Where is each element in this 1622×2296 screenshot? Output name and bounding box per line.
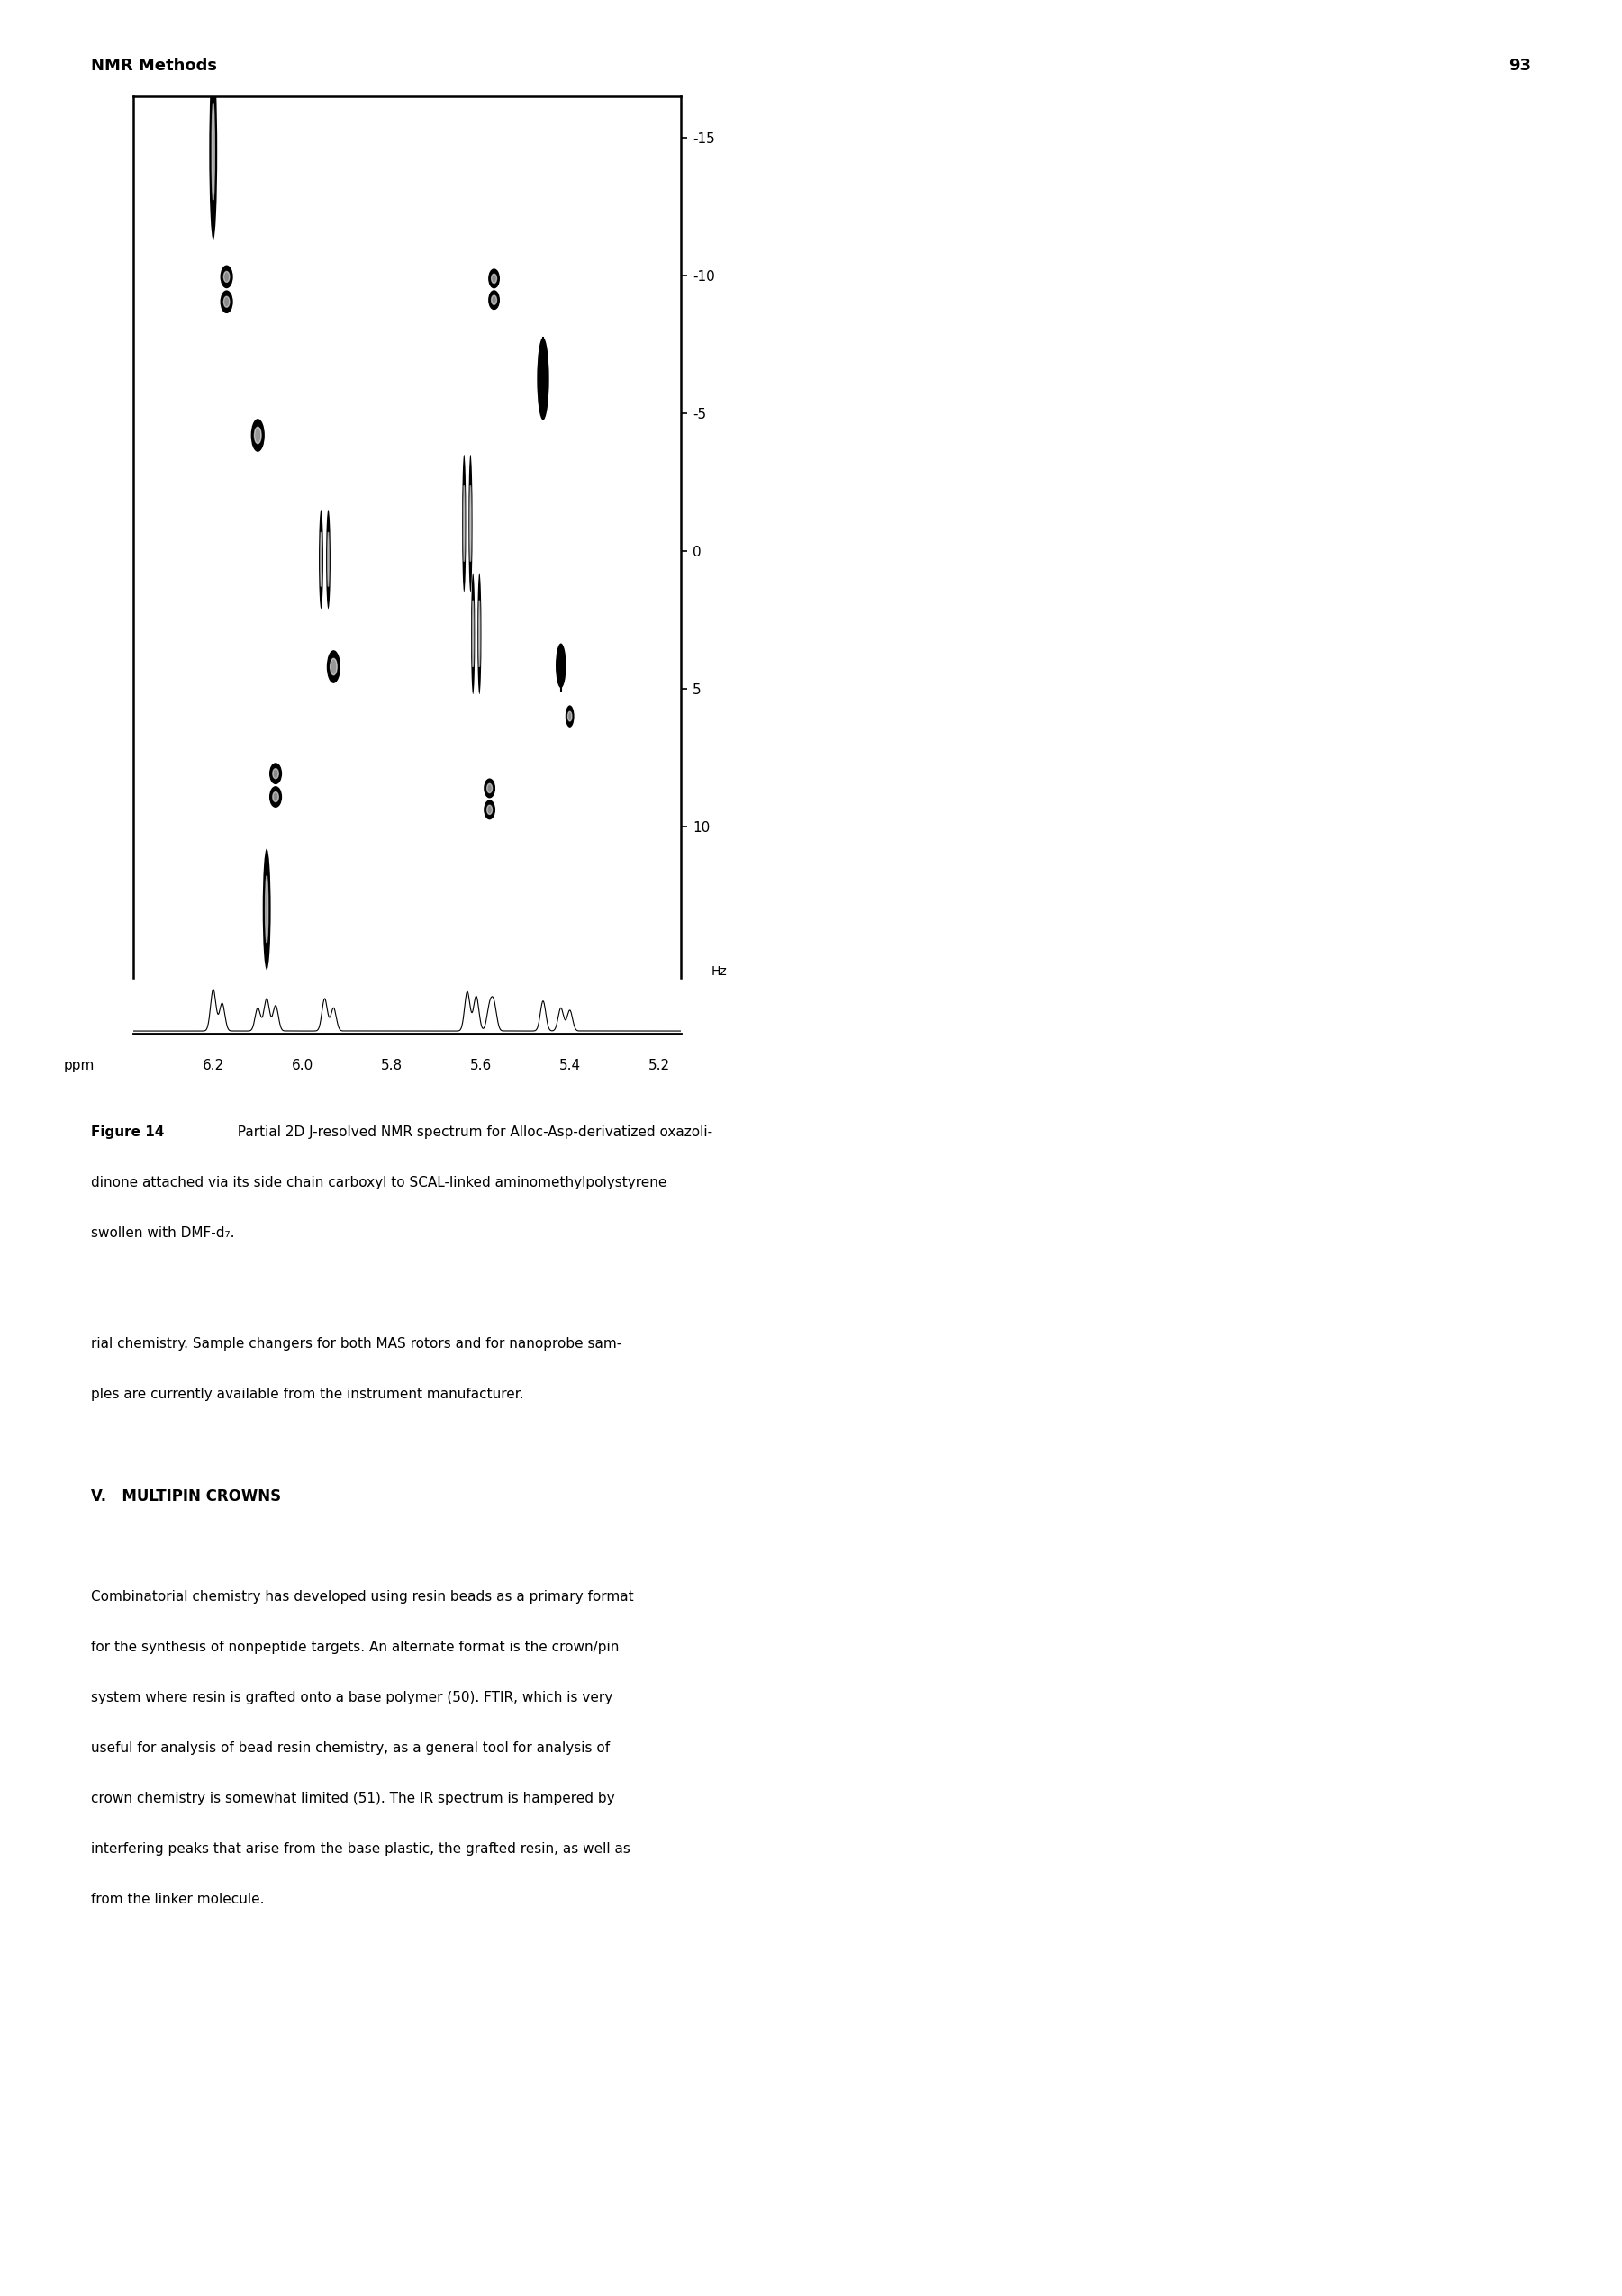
Ellipse shape — [462, 455, 466, 592]
Ellipse shape — [556, 643, 566, 689]
Ellipse shape — [224, 271, 230, 282]
Text: 5.6: 5.6 — [470, 1058, 491, 1072]
Ellipse shape — [331, 659, 337, 675]
Ellipse shape — [568, 712, 573, 721]
Ellipse shape — [491, 273, 496, 282]
Ellipse shape — [483, 799, 495, 820]
Ellipse shape — [469, 455, 472, 592]
Ellipse shape — [470, 574, 475, 693]
Ellipse shape — [487, 806, 491, 815]
Ellipse shape — [266, 875, 268, 944]
Text: Hz: Hz — [712, 967, 727, 978]
Text: V.   MULTIPIN CROWNS: V. MULTIPIN CROWNS — [91, 1488, 281, 1504]
Text: NMR Methods: NMR Methods — [91, 57, 217, 73]
Text: Figure 14: Figure 14 — [91, 1125, 164, 1139]
Text: ppm: ppm — [63, 1058, 96, 1072]
Text: 5.2: 5.2 — [649, 1058, 670, 1072]
Ellipse shape — [477, 574, 482, 693]
Text: system where resin is grafted onto a base polymer (50). FTIR, which is very: system where resin is grafted onto a bas… — [91, 1690, 613, 1704]
Text: 93: 93 — [1508, 57, 1531, 73]
Text: from the linker molecule.: from the linker molecule. — [91, 1892, 264, 1906]
Ellipse shape — [272, 769, 279, 778]
Ellipse shape — [269, 785, 282, 808]
Text: 5.8: 5.8 — [381, 1058, 402, 1072]
Ellipse shape — [224, 296, 230, 308]
Ellipse shape — [263, 850, 271, 969]
Text: interfering peaks that arise from the base plastic, the grafted resin, as well a: interfering peaks that arise from the ba… — [91, 1841, 631, 1855]
Ellipse shape — [483, 778, 495, 799]
Ellipse shape — [251, 418, 264, 452]
Text: 5.4: 5.4 — [560, 1058, 581, 1072]
Text: dinone attached via its side chain carboxyl to SCAL-linked aminomethylpolystyren: dinone attached via its side chain carbo… — [91, 1176, 667, 1189]
Ellipse shape — [487, 783, 491, 792]
Ellipse shape — [566, 705, 574, 728]
Text: ples are currently available from the instrument manufacturer.: ples are currently available from the in… — [91, 1387, 524, 1401]
Ellipse shape — [269, 762, 282, 785]
Text: for the synthesis of nonpeptide targets. An alternate format is the crown/pin: for the synthesis of nonpeptide targets.… — [91, 1639, 620, 1653]
Text: rial chemistry. Sample changers for both MAS rotors and for nanoprobe sam-: rial chemistry. Sample changers for both… — [91, 1336, 621, 1350]
Ellipse shape — [326, 650, 341, 684]
Text: swollen with DMF-d₇.: swollen with DMF-d₇. — [91, 1226, 235, 1240]
Ellipse shape — [326, 510, 331, 608]
Ellipse shape — [537, 338, 550, 420]
Text: 6.0: 6.0 — [292, 1058, 313, 1072]
Text: Partial 2D J-resolved NMR spectrum for Alloc-Asp-derivatized oxazoli-: Partial 2D J-resolved NMR spectrum for A… — [229, 1125, 712, 1139]
Ellipse shape — [221, 289, 234, 312]
Ellipse shape — [491, 296, 496, 305]
Ellipse shape — [209, 64, 217, 239]
Ellipse shape — [488, 289, 500, 310]
Text: useful for analysis of bead resin chemistry, as a general tool for analysis of: useful for analysis of bead resin chemis… — [91, 1740, 610, 1754]
Ellipse shape — [488, 269, 500, 289]
Ellipse shape — [212, 103, 214, 200]
Ellipse shape — [221, 266, 234, 289]
Text: crown chemistry is somewhat limited (51). The IR spectrum is hampered by: crown chemistry is somewhat limited (51)… — [91, 1791, 615, 1805]
Ellipse shape — [320, 510, 323, 608]
Ellipse shape — [255, 427, 261, 443]
Ellipse shape — [272, 792, 279, 801]
Text: Combinatorial chemistry has developed using resin beads as a primary format: Combinatorial chemistry has developed us… — [91, 1589, 634, 1603]
Text: 6.2: 6.2 — [203, 1058, 224, 1072]
